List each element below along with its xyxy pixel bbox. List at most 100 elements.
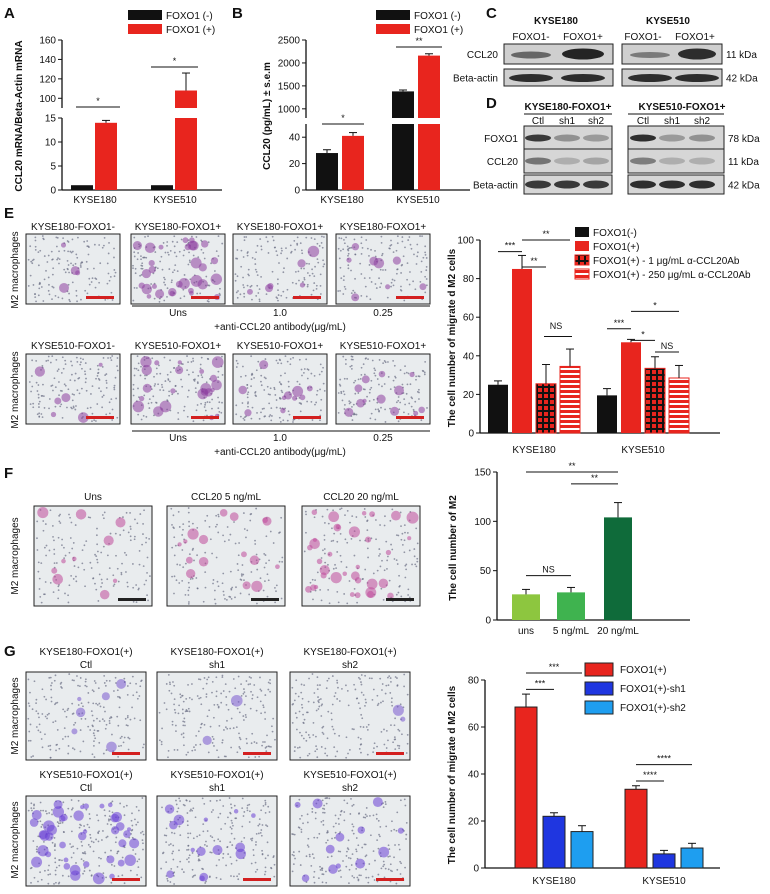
cell-dot bbox=[145, 541, 147, 544]
blot-row-label: Beta-actin bbox=[453, 74, 498, 85]
cell-dot bbox=[192, 837, 195, 840]
cell-dot bbox=[384, 408, 386, 411]
cell-dot bbox=[163, 281, 165, 284]
migrated-cell bbox=[70, 266, 80, 276]
migrated-cell bbox=[140, 356, 152, 368]
cell-dot bbox=[392, 359, 395, 362]
cell-dot bbox=[351, 419, 354, 421]
cell-dot bbox=[217, 705, 220, 708]
cell-dot bbox=[113, 388, 116, 391]
cell-dot bbox=[376, 704, 379, 707]
cell-dot bbox=[220, 692, 223, 695]
cell-dot bbox=[200, 723, 203, 726]
cell-dot bbox=[415, 565, 418, 568]
cell-dot bbox=[205, 693, 208, 696]
cell-dot bbox=[196, 587, 199, 590]
cell-dot bbox=[379, 825, 382, 828]
cell-dot bbox=[297, 695, 300, 698]
cell-dot bbox=[40, 562, 43, 564]
cell-dot bbox=[326, 508, 329, 511]
cell-dot bbox=[83, 568, 86, 571]
sig-b1-label: * bbox=[341, 113, 345, 123]
cell-dot bbox=[176, 749, 179, 751]
cell-dot bbox=[72, 406, 75, 409]
cell-dot bbox=[323, 808, 326, 810]
cell-dot bbox=[248, 676, 251, 678]
cell-dot bbox=[194, 874, 196, 877]
cell-dot bbox=[132, 267, 134, 270]
cell-dot bbox=[321, 881, 324, 884]
cell-dot bbox=[250, 676, 252, 679]
cell-dot bbox=[137, 362, 140, 365]
cell-dot bbox=[161, 727, 163, 730]
cell-dot bbox=[405, 371, 408, 374]
cell-dot bbox=[321, 731, 324, 734]
cell-dot bbox=[383, 876, 386, 879]
cell-dot bbox=[316, 242, 319, 245]
cell-dot bbox=[215, 250, 218, 253]
cell-dot bbox=[331, 725, 334, 728]
cell-dot bbox=[51, 273, 54, 276]
blot-band bbox=[630, 157, 656, 165]
cell-dot bbox=[310, 372, 313, 375]
cell-dot bbox=[120, 573, 123, 576]
cell-dot bbox=[58, 584, 60, 586]
cell-dot bbox=[376, 745, 378, 748]
cell-dot bbox=[82, 872, 84, 875]
cell-dot bbox=[88, 813, 91, 815]
cell-dot bbox=[194, 816, 197, 819]
cell-dot bbox=[206, 300, 209, 302]
cell-dot bbox=[394, 375, 396, 378]
cell-dot bbox=[258, 417, 261, 420]
cell-dot bbox=[390, 724, 392, 727]
cell-dot bbox=[131, 824, 134, 827]
cell-dot bbox=[348, 247, 351, 249]
cell-dot bbox=[360, 874, 362, 877]
cell-dot bbox=[413, 548, 416, 550]
cell-dot bbox=[215, 695, 218, 698]
cell-dot bbox=[300, 403, 303, 405]
cell-dot bbox=[139, 685, 142, 688]
cell-dot bbox=[188, 800, 191, 803]
cell-dot bbox=[261, 849, 263, 852]
cell-dot bbox=[306, 844, 309, 847]
cell-dot bbox=[102, 517, 105, 520]
cell-dot bbox=[310, 293, 313, 296]
cell-dot bbox=[89, 368, 92, 370]
cell-dot bbox=[425, 266, 428, 268]
cell-dot bbox=[117, 580, 120, 583]
cell-dot bbox=[76, 360, 79, 363]
cell-dot bbox=[133, 255, 136, 258]
cell-dot bbox=[96, 558, 99, 561]
cell-dot bbox=[70, 406, 73, 409]
cell-dot bbox=[319, 388, 321, 391]
cell-dot bbox=[73, 393, 75, 396]
cell-dot bbox=[239, 578, 242, 581]
cell-dot bbox=[344, 514, 346, 516]
cell-dot bbox=[240, 694, 243, 697]
cell-dot bbox=[260, 809, 263, 812]
cell-dot bbox=[348, 402, 351, 405]
cell-dot bbox=[166, 373, 169, 376]
cell-dot bbox=[227, 853, 230, 855]
cell-dot bbox=[77, 377, 80, 380]
cell-dot bbox=[395, 593, 398, 596]
cell-dot bbox=[390, 701, 393, 704]
cell-dot bbox=[38, 716, 40, 719]
cell-dot bbox=[226, 719, 228, 722]
cell-dot bbox=[204, 409, 207, 412]
side-label: M2 macrophages bbox=[10, 351, 21, 428]
legend-swatch bbox=[575, 227, 589, 237]
cell-dot bbox=[336, 679, 338, 682]
cell-dot bbox=[397, 843, 400, 846]
migrated-cell bbox=[385, 549, 392, 556]
migrated-cell bbox=[211, 356, 224, 368]
cell-dot bbox=[48, 676, 51, 679]
cell-dot bbox=[63, 249, 66, 252]
cell-dot bbox=[96, 364, 99, 367]
cell-dot bbox=[350, 358, 353, 361]
cell-dot bbox=[265, 562, 267, 565]
cell-dot bbox=[272, 717, 275, 720]
cell-dot bbox=[114, 376, 117, 379]
cell-dot bbox=[392, 284, 395, 287]
